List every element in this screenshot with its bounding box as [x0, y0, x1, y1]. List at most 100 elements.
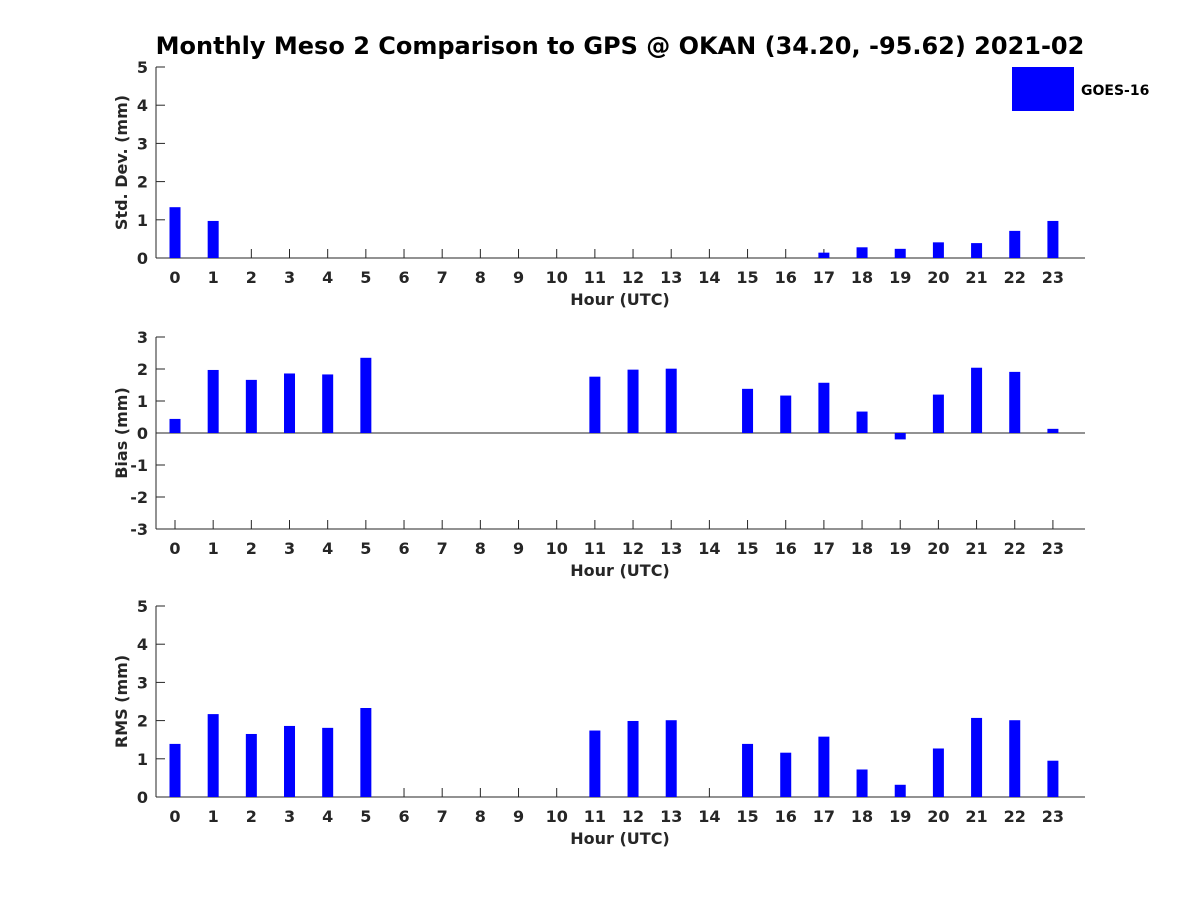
- x-tick-label: 10: [546, 539, 568, 558]
- bar-hour-21: [971, 717, 983, 797]
- x-axis-label: Hour (UTC): [570, 290, 670, 309]
- bar-hour-11: [589, 730, 601, 797]
- x-tick-label: 16: [775, 807, 797, 826]
- bar-hour-16: [780, 395, 792, 433]
- chart-title: Monthly Meso 2 Comparison to GPS @ OKAN …: [156, 32, 1085, 60]
- bar-hour-22: [1009, 371, 1021, 433]
- x-tick-label: 11: [584, 268, 606, 287]
- y-tick-label: 1: [137, 750, 148, 769]
- y-tick-label: 4: [137, 635, 148, 654]
- x-tick-label: 6: [398, 539, 409, 558]
- bar-hour-18: [856, 769, 868, 797]
- bar-hour-12: [627, 720, 639, 797]
- x-tick-label: 18: [851, 539, 873, 558]
- y-tick-label: 1: [137, 392, 148, 411]
- bar-hour-15: [742, 388, 754, 433]
- x-tick-label: 15: [736, 807, 758, 826]
- x-tick-label: 22: [1004, 539, 1026, 558]
- bar-hour-11: [589, 376, 601, 433]
- x-tick-label: 4: [322, 807, 333, 826]
- bar-hour-23: [1047, 220, 1059, 258]
- x-tick-label: 13: [660, 807, 682, 826]
- x-tick-label: 8: [475, 268, 486, 287]
- bar-hour-19: [894, 784, 906, 797]
- bar-hour-15: [742, 743, 754, 797]
- y-tick-label: 4: [137, 96, 148, 115]
- y-tick-label: 2: [137, 360, 148, 379]
- x-tick-label: 19: [889, 268, 911, 287]
- x-tick-label: 3: [284, 807, 295, 826]
- y-tick-label: -3: [130, 520, 148, 539]
- y-tick-label: 5: [137, 58, 148, 77]
- x-tick-label: 8: [475, 539, 486, 558]
- y-tick-label: -2: [130, 488, 148, 507]
- bar-hour-18: [856, 411, 868, 433]
- x-tick-label: 23: [1042, 268, 1064, 287]
- x-tick-label: 11: [584, 539, 606, 558]
- bar-hour-13: [665, 368, 677, 433]
- y-tick-label: 5: [137, 597, 148, 616]
- bar-hour-13: [665, 720, 677, 797]
- x-tick-label: 0: [169, 268, 180, 287]
- x-tick-label: 9: [513, 539, 524, 558]
- x-tick-label: 21: [965, 268, 987, 287]
- x-tick-label: 14: [698, 807, 720, 826]
- bar-hour-5: [360, 707, 372, 797]
- y-axis-label: RMS (mm): [112, 655, 131, 748]
- x-tick-label: 13: [660, 539, 682, 558]
- x-tick-label: 18: [851, 268, 873, 287]
- bar-hour-22: [1009, 230, 1021, 258]
- bar-hour-17: [818, 736, 830, 797]
- y-tick-label: 2: [137, 712, 148, 731]
- x-tick-label: 7: [437, 807, 448, 826]
- x-tick-label: 5: [360, 268, 371, 287]
- x-tick-label: 4: [322, 539, 333, 558]
- bar-hour-2: [245, 733, 257, 797]
- bar-hour-1: [207, 369, 219, 433]
- bar-hour-4: [322, 727, 334, 797]
- x-tick-label: 20: [927, 268, 949, 287]
- bar-hour-19: [894, 248, 906, 258]
- x-tick-label: 14: [698, 539, 720, 558]
- bar-hour-3: [284, 373, 296, 433]
- bar-hour-0: [169, 207, 181, 258]
- x-tick-label: 1: [208, 807, 219, 826]
- x-tick-label: 0: [169, 539, 180, 558]
- x-tick-label: 3: [284, 539, 295, 558]
- x-tick-label: 19: [889, 807, 911, 826]
- x-tick-label: 1: [208, 268, 219, 287]
- y-tick-label: -1: [130, 456, 148, 475]
- x-tick-label: 5: [360, 539, 371, 558]
- x-tick-label: 23: [1042, 807, 1064, 826]
- bar-hour-20: [932, 242, 944, 258]
- x-tick-label: 2: [246, 539, 257, 558]
- bar-hour-17: [818, 252, 830, 258]
- y-axis-label: Bias (mm): [112, 387, 131, 479]
- x-tick-label: 9: [513, 268, 524, 287]
- x-tick-label: 12: [622, 268, 644, 287]
- x-tick-label: 10: [546, 807, 568, 826]
- bar-hour-21: [971, 243, 983, 258]
- x-tick-label: 13: [660, 268, 682, 287]
- x-tick-label: 15: [736, 268, 758, 287]
- x-tick-label: 3: [284, 268, 295, 287]
- x-tick-label: 20: [927, 807, 949, 826]
- x-tick-label: 9: [513, 807, 524, 826]
- x-tick-label: 22: [1004, 807, 1026, 826]
- x-tick-label: 18: [851, 807, 873, 826]
- x-tick-label: 0: [169, 807, 180, 826]
- x-tick-label: 6: [398, 268, 409, 287]
- y-tick-label: 2: [137, 173, 148, 192]
- bar-hour-3: [284, 725, 296, 797]
- y-tick-label: 0: [137, 249, 148, 268]
- y-axis-label: Std. Dev. (mm): [112, 95, 131, 230]
- x-tick-label: 16: [775, 539, 797, 558]
- x-tick-label: 19: [889, 539, 911, 558]
- bar-hour-17: [818, 382, 830, 433]
- y-tick-label: 1: [137, 211, 148, 230]
- bar-hour-4: [322, 374, 334, 433]
